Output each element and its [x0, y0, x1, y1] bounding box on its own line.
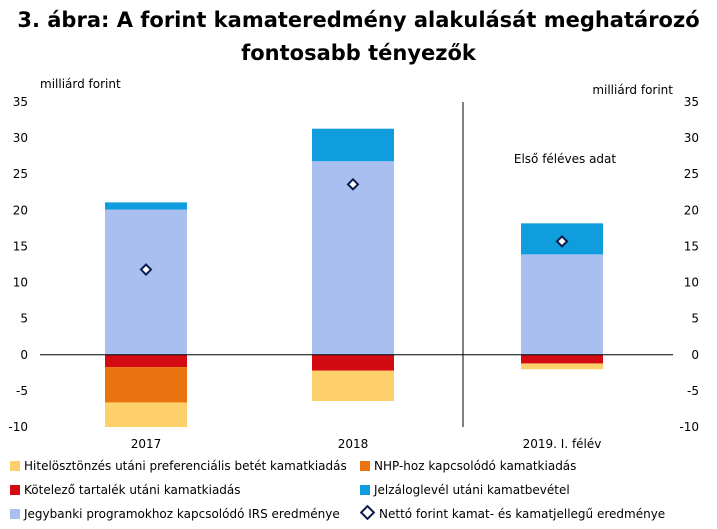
y-tick-label-right: 5 [691, 312, 699, 326]
y-tick-label-right: 25 [684, 167, 699, 181]
legend-label: Jegybanki programokhoz kapcsolódó IRS er… [24, 507, 340, 521]
bar-segment [105, 402, 187, 427]
legend-item: Nettó forint kamat- és kamatjellegű ered… [359, 504, 666, 522]
y-tick-label-right: -10 [679, 420, 699, 434]
x-tick-label: 2017 [131, 437, 162, 451]
bar-segment [105, 202, 187, 210]
bar-segment [105, 209, 187, 355]
net-result-marker [555, 234, 569, 248]
y-tick-label-left: 10 [13, 276, 28, 290]
y-tick-label-right: 10 [684, 276, 699, 290]
legend-item: Kötelező tartalék utáni kamatkiadás [10, 482, 241, 498]
y-tick-label-left: 35 [13, 95, 28, 109]
bar-segment [521, 363, 603, 370]
bar-segment [105, 354, 187, 368]
legend-swatch [10, 461, 20, 471]
y-axis-label-right: milliárd forint [592, 83, 673, 97]
y-tick-label-right: 35 [684, 95, 699, 109]
y-tick-label-left: 15 [13, 239, 28, 253]
x-tick-label: 2019. I. félév [523, 437, 602, 451]
legend-item: NHP-hoz kapcsolódó kamatkiadás [360, 458, 576, 474]
y-tick-label-right: 0 [691, 348, 699, 362]
legend-diamond-marker [359, 504, 376, 521]
legend-swatch [360, 485, 370, 495]
chart-title: 3. ábra: A forint kamateredmény alakulás… [0, 4, 717, 70]
bar-segment [312, 354, 394, 371]
net-result-marker [139, 263, 153, 276]
bar-segment [312, 128, 394, 162]
y-tick-label-right: 15 [684, 239, 699, 253]
y-tick-label-left: -5 [16, 384, 28, 398]
y-tick-label-left: 5 [20, 312, 28, 326]
legend-item: Hitelösztönzés utáni preferenciális beté… [10, 458, 347, 474]
y-tick-label-right: 20 [684, 203, 699, 217]
legend-swatch [10, 509, 20, 519]
annotation-first-half: Első féléves adat [514, 152, 617, 166]
bar-segment [105, 367, 187, 403]
x-tick-label: 2018 [338, 437, 369, 451]
y-tick-label-left: 25 [13, 167, 28, 181]
y-tick-label-right: -5 [687, 384, 699, 398]
chart-title-line2: fontosabb tényezők [241, 41, 476, 65]
legend-swatch [10, 485, 20, 495]
chart-title-line1: 3. ábra: A forint kamateredmény alakulás… [17, 8, 700, 32]
legend-item: Jelzáloglevél utáni kamatbevétel [360, 482, 570, 498]
bar-segment [521, 354, 603, 364]
y-tick-label-left: 30 [13, 131, 28, 145]
y-tick-label-left: 20 [13, 203, 28, 217]
legend-label: Nettó forint kamat- és kamatjellegű ered… [379, 507, 666, 521]
net-result-marker [346, 177, 360, 191]
legend-label: Hitelösztönzés utáni preferenciális beté… [24, 459, 347, 473]
y-tick-label-right: 30 [684, 131, 699, 145]
bar-segment [521, 254, 603, 355]
legend-label: Jelzáloglevél utáni kamatbevétel [374, 483, 570, 497]
legend-swatch [360, 461, 370, 471]
bar-segment [312, 161, 394, 355]
legend-label: NHP-hoz kapcsolódó kamatkiadás [374, 459, 577, 473]
legend-label: Kötelező tartalék utáni kamatkiadás [24, 483, 241, 497]
legend-item: Jegybanki programokhoz kapcsolódó IRS er… [10, 506, 340, 522]
y-tick-label-left: 0 [20, 348, 28, 362]
y-axis-label-left: milliárd forint [40, 77, 121, 91]
y-tick-label-left: -10 [8, 420, 28, 434]
bar-segment [312, 370, 394, 401]
